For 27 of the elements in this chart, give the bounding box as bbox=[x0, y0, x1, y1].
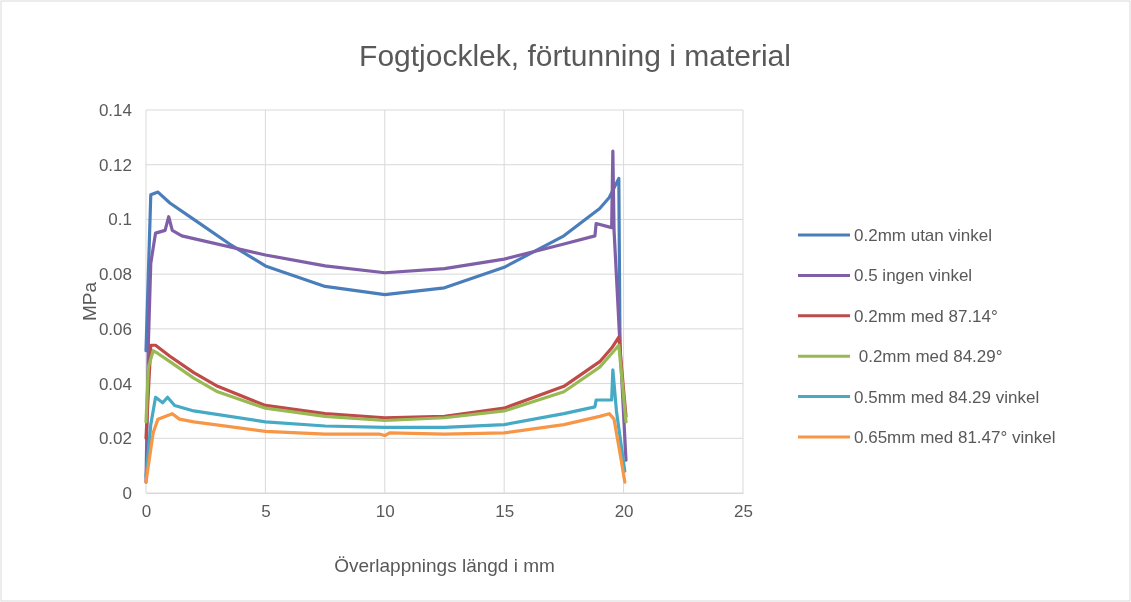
y-tick-label: 0.06 bbox=[98, 319, 132, 339]
y-tick-label: 0.14 bbox=[98, 100, 132, 120]
y-tick-label: 0.1 bbox=[108, 210, 132, 230]
legend-label: 0.2mm med 84.29° bbox=[854, 347, 1003, 367]
legend-label: 0.2mm utan vinkel bbox=[854, 226, 992, 245]
x-tick-label: 25 bbox=[734, 502, 753, 522]
legend-label: 0.5mm med 84.29 vinkel bbox=[854, 387, 1040, 407]
x-tick-label: 20 bbox=[614, 502, 634, 522]
chart-title: Fogtjocklek, förtunning i material bbox=[359, 39, 791, 72]
y-tick-label: 0.12 bbox=[98, 155, 132, 175]
x-tick-label: 15 bbox=[495, 502, 515, 522]
line-series bbox=[144, 176, 622, 353]
x-axis-title: Överlappnings längd i mm bbox=[334, 555, 555, 576]
y-tick-label: 0.04 bbox=[98, 374, 132, 394]
legend-label: 0.65mm med 81.47° vinkel bbox=[854, 428, 1056, 447]
line-series bbox=[144, 368, 627, 479]
line-series bbox=[144, 412, 627, 484]
y-tick-label: 0.02 bbox=[98, 429, 132, 449]
line-series bbox=[144, 343, 628, 424]
legend-label: 0.5 ingen vinkel bbox=[854, 266, 973, 286]
x-tick-label: 10 bbox=[375, 502, 395, 522]
x-tick-label: 5 bbox=[261, 502, 271, 522]
x-tick-label: 0 bbox=[141, 502, 152, 522]
y-axis-title: MPa bbox=[79, 281, 100, 322]
y-tick-label: 0 bbox=[122, 483, 132, 503]
legend-label: 0.2mm med 87.14° bbox=[854, 306, 998, 326]
y-tick-label: 0.08 bbox=[98, 265, 132, 285]
